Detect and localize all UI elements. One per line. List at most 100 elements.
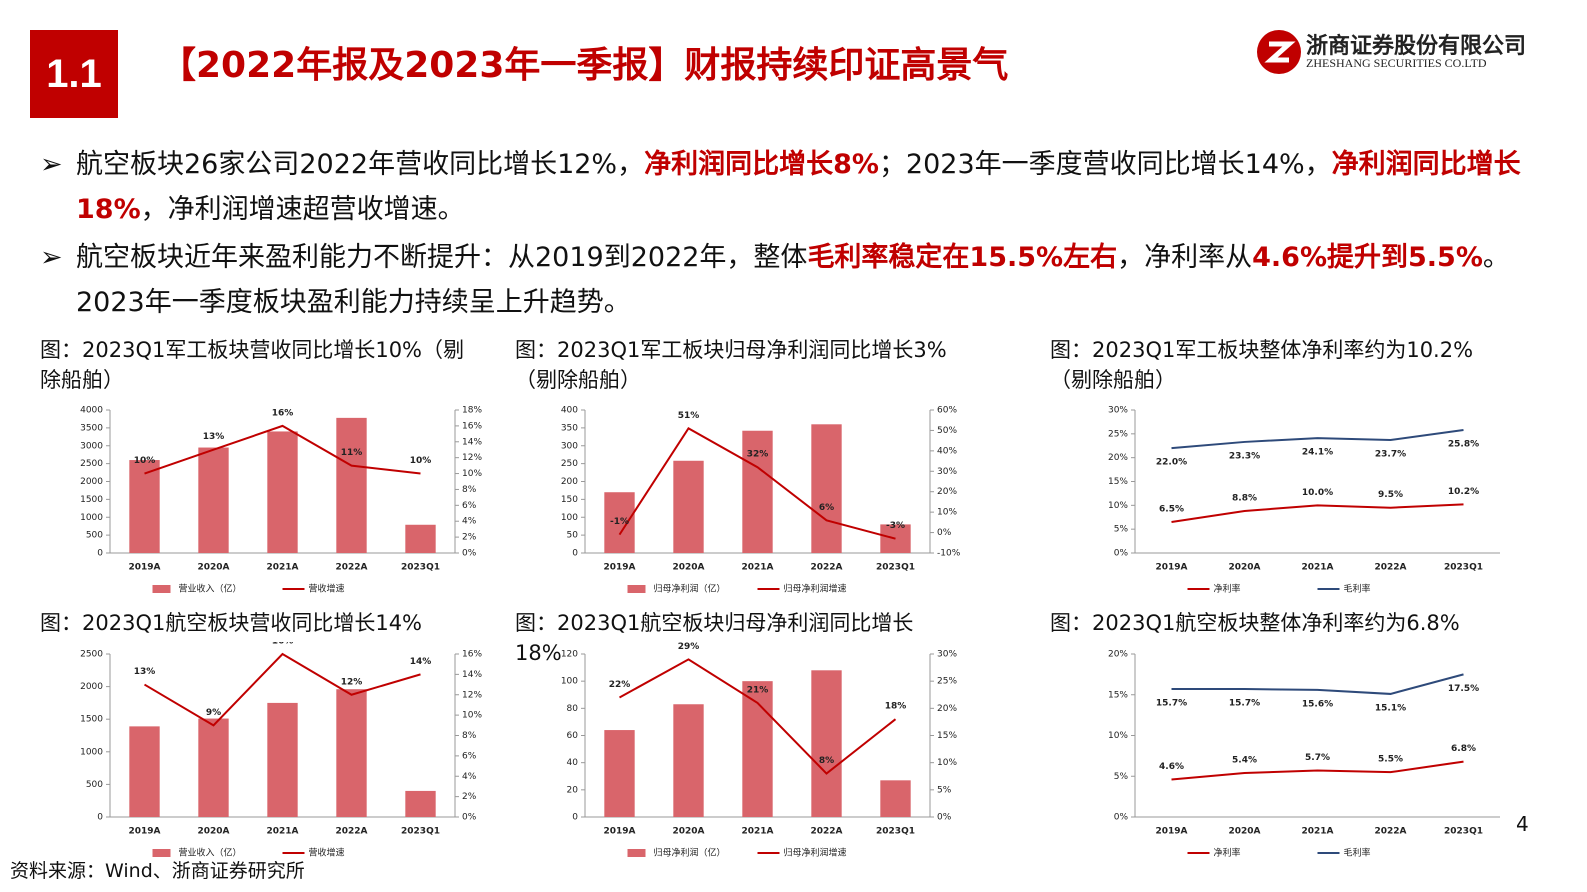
line: [144, 424, 421, 475]
y2-tick-label: 10%: [462, 711, 482, 721]
y2-tick-label: 12%: [462, 453, 482, 463]
y-tick-label: 2000: [80, 682, 103, 692]
data-label: 51%: [678, 411, 700, 421]
legend-swatch: [152, 585, 171, 593]
y2-tick-label: 30%: [937, 467, 957, 477]
y2-tick-label: 12%: [462, 690, 482, 700]
data-label: 14%: [410, 657, 432, 667]
y2-tick-label: 30%: [937, 650, 957, 660]
bar: [267, 702, 298, 817]
y-tick-label: 25%: [1108, 429, 1128, 439]
y2-tick-label: 20%: [937, 704, 957, 714]
legend-label: 净利率: [1214, 847, 1241, 859]
y2-tick-label: 14%: [462, 670, 482, 680]
bullet-text: 航空板块近年来盈利能力不断提升：从2019到2022年，整体: [76, 242, 808, 273]
data-label: 6%: [819, 503, 834, 513]
bullet-text: 4.6%提升到5.5%: [1252, 242, 1483, 273]
y-tick-label: 0: [572, 813, 578, 823]
y2-tick-label: 6%: [462, 501, 477, 511]
data-label: 23.7%: [1375, 450, 1406, 460]
x-tick-label: 2020A: [672, 563, 704, 573]
x-tick-label: 2021A: [266, 563, 298, 573]
x-tick-label: 2019A: [603, 827, 635, 837]
line: [1171, 503, 1464, 524]
bar: [267, 431, 298, 553]
y2-tick-label: 16%: [462, 421, 482, 431]
y-tick-label: 0%: [1114, 813, 1129, 823]
chart-title: 图：2023Q1航空板块归母净利润同比增长18%: [515, 611, 914, 665]
x-tick-label: 2020A: [197, 563, 229, 573]
data-label: 10.0%: [1302, 488, 1333, 498]
slide-title: 【2022年报及2023年一季报】财报持续印证高景气: [160, 45, 1009, 86]
data-label: 29%: [678, 642, 700, 652]
legend-label: 毛利率: [1344, 583, 1371, 595]
y2-tick-label: 4%: [462, 772, 477, 782]
chart-title: 图：2023Q1航空板块营收同比增长14%: [40, 611, 423, 635]
y-tick-label: 5%: [1114, 525, 1129, 535]
y2-tick-label: 0%: [462, 549, 477, 559]
data-label: 9.5%: [1378, 490, 1403, 500]
data-label: 5.7%: [1305, 753, 1330, 763]
line: [143, 652, 421, 727]
bar: [811, 670, 842, 817]
data-label: 15.6%: [1302, 699, 1333, 709]
bar: [742, 430, 773, 553]
data-label: 23.3%: [1229, 451, 1260, 461]
chart: 0 20 40 60 80 100 120 0% 5% 10% 15% 20% 25% 30% 2019A 2…: [561, 642, 958, 859]
x-tick-label: 2022A: [810, 827, 842, 837]
data-label: 5.4%: [1232, 755, 1257, 765]
y-tick-label: 150: [561, 495, 578, 505]
x-tick-label: 2019A: [1155, 563, 1187, 573]
line: [1171, 673, 1464, 695]
bar: [129, 726, 160, 817]
legend-label: 营业收入（亿）: [179, 583, 242, 595]
x-tick-label: 2023Q1: [876, 827, 915, 837]
legend-label: 净利率: [1214, 583, 1241, 595]
x-tick-label: 2020A: [1228, 827, 1260, 837]
x-tick-label: 2019A: [128, 827, 160, 837]
y-tick-label: 1000: [80, 747, 103, 757]
x-tick-label: 2019A: [128, 563, 160, 573]
legend-label: 营收增速: [309, 583, 345, 595]
bar: [198, 447, 229, 553]
source: 资料来源：Wind、浙商证券研究所: [10, 860, 305, 882]
y-tick-label: 2000: [80, 477, 103, 487]
y-tick-label: 350: [561, 423, 578, 433]
x-tick-label: 2020A: [197, 827, 229, 837]
page-number: 4: [1516, 812, 1529, 836]
y-tick-label: 20: [567, 785, 579, 795]
y-tick-label: 1500: [80, 495, 103, 505]
bullet-text: 航空板块26家公司2022年营收同比增长12%，: [76, 149, 645, 180]
data-label: 10.2%: [1448, 487, 1479, 497]
bullet-text: 净利润同比增长18%: [76, 149, 1521, 225]
y-tick-label: 4000: [80, 406, 103, 416]
y-tick-label: 10%: [1108, 731, 1128, 741]
bar: [742, 681, 773, 817]
y-tick-label: 0: [97, 549, 103, 559]
y2-tick-label: -10%: [937, 549, 961, 559]
data-label: 21%: [747, 685, 769, 695]
y2-tick-label: 0%: [937, 813, 952, 823]
x-tick-label: 2021A: [1301, 827, 1333, 837]
y-tick-label: 2500: [80, 459, 103, 469]
bar: [880, 524, 911, 553]
bar: [811, 424, 842, 553]
x-tick-label: 2023Q1: [1444, 563, 1483, 573]
bar: [604, 492, 635, 553]
x-tick-label: 2020A: [1228, 563, 1260, 573]
data-label: 32%: [747, 450, 769, 460]
bullet-text: ，净利率从: [1117, 242, 1253, 273]
y2-tick-label: 10%: [462, 469, 482, 479]
y2-tick-label: 18%: [462, 406, 482, 416]
company-name-en: ZHESHANG SECURITIES CO.LTD: [1306, 56, 1487, 70]
data-label: 10%: [134, 456, 156, 466]
line: [619, 658, 897, 775]
x-tick-label: 2022A: [810, 563, 842, 573]
y-tick-label: 200: [561, 477, 578, 487]
data-label: 6.8%: [1451, 744, 1476, 754]
x-tick-label: 2023Q1: [401, 827, 440, 837]
data-label: 15.7%: [1156, 699, 1187, 709]
bar: [129, 460, 160, 553]
y-tick-label: 300: [561, 441, 578, 451]
